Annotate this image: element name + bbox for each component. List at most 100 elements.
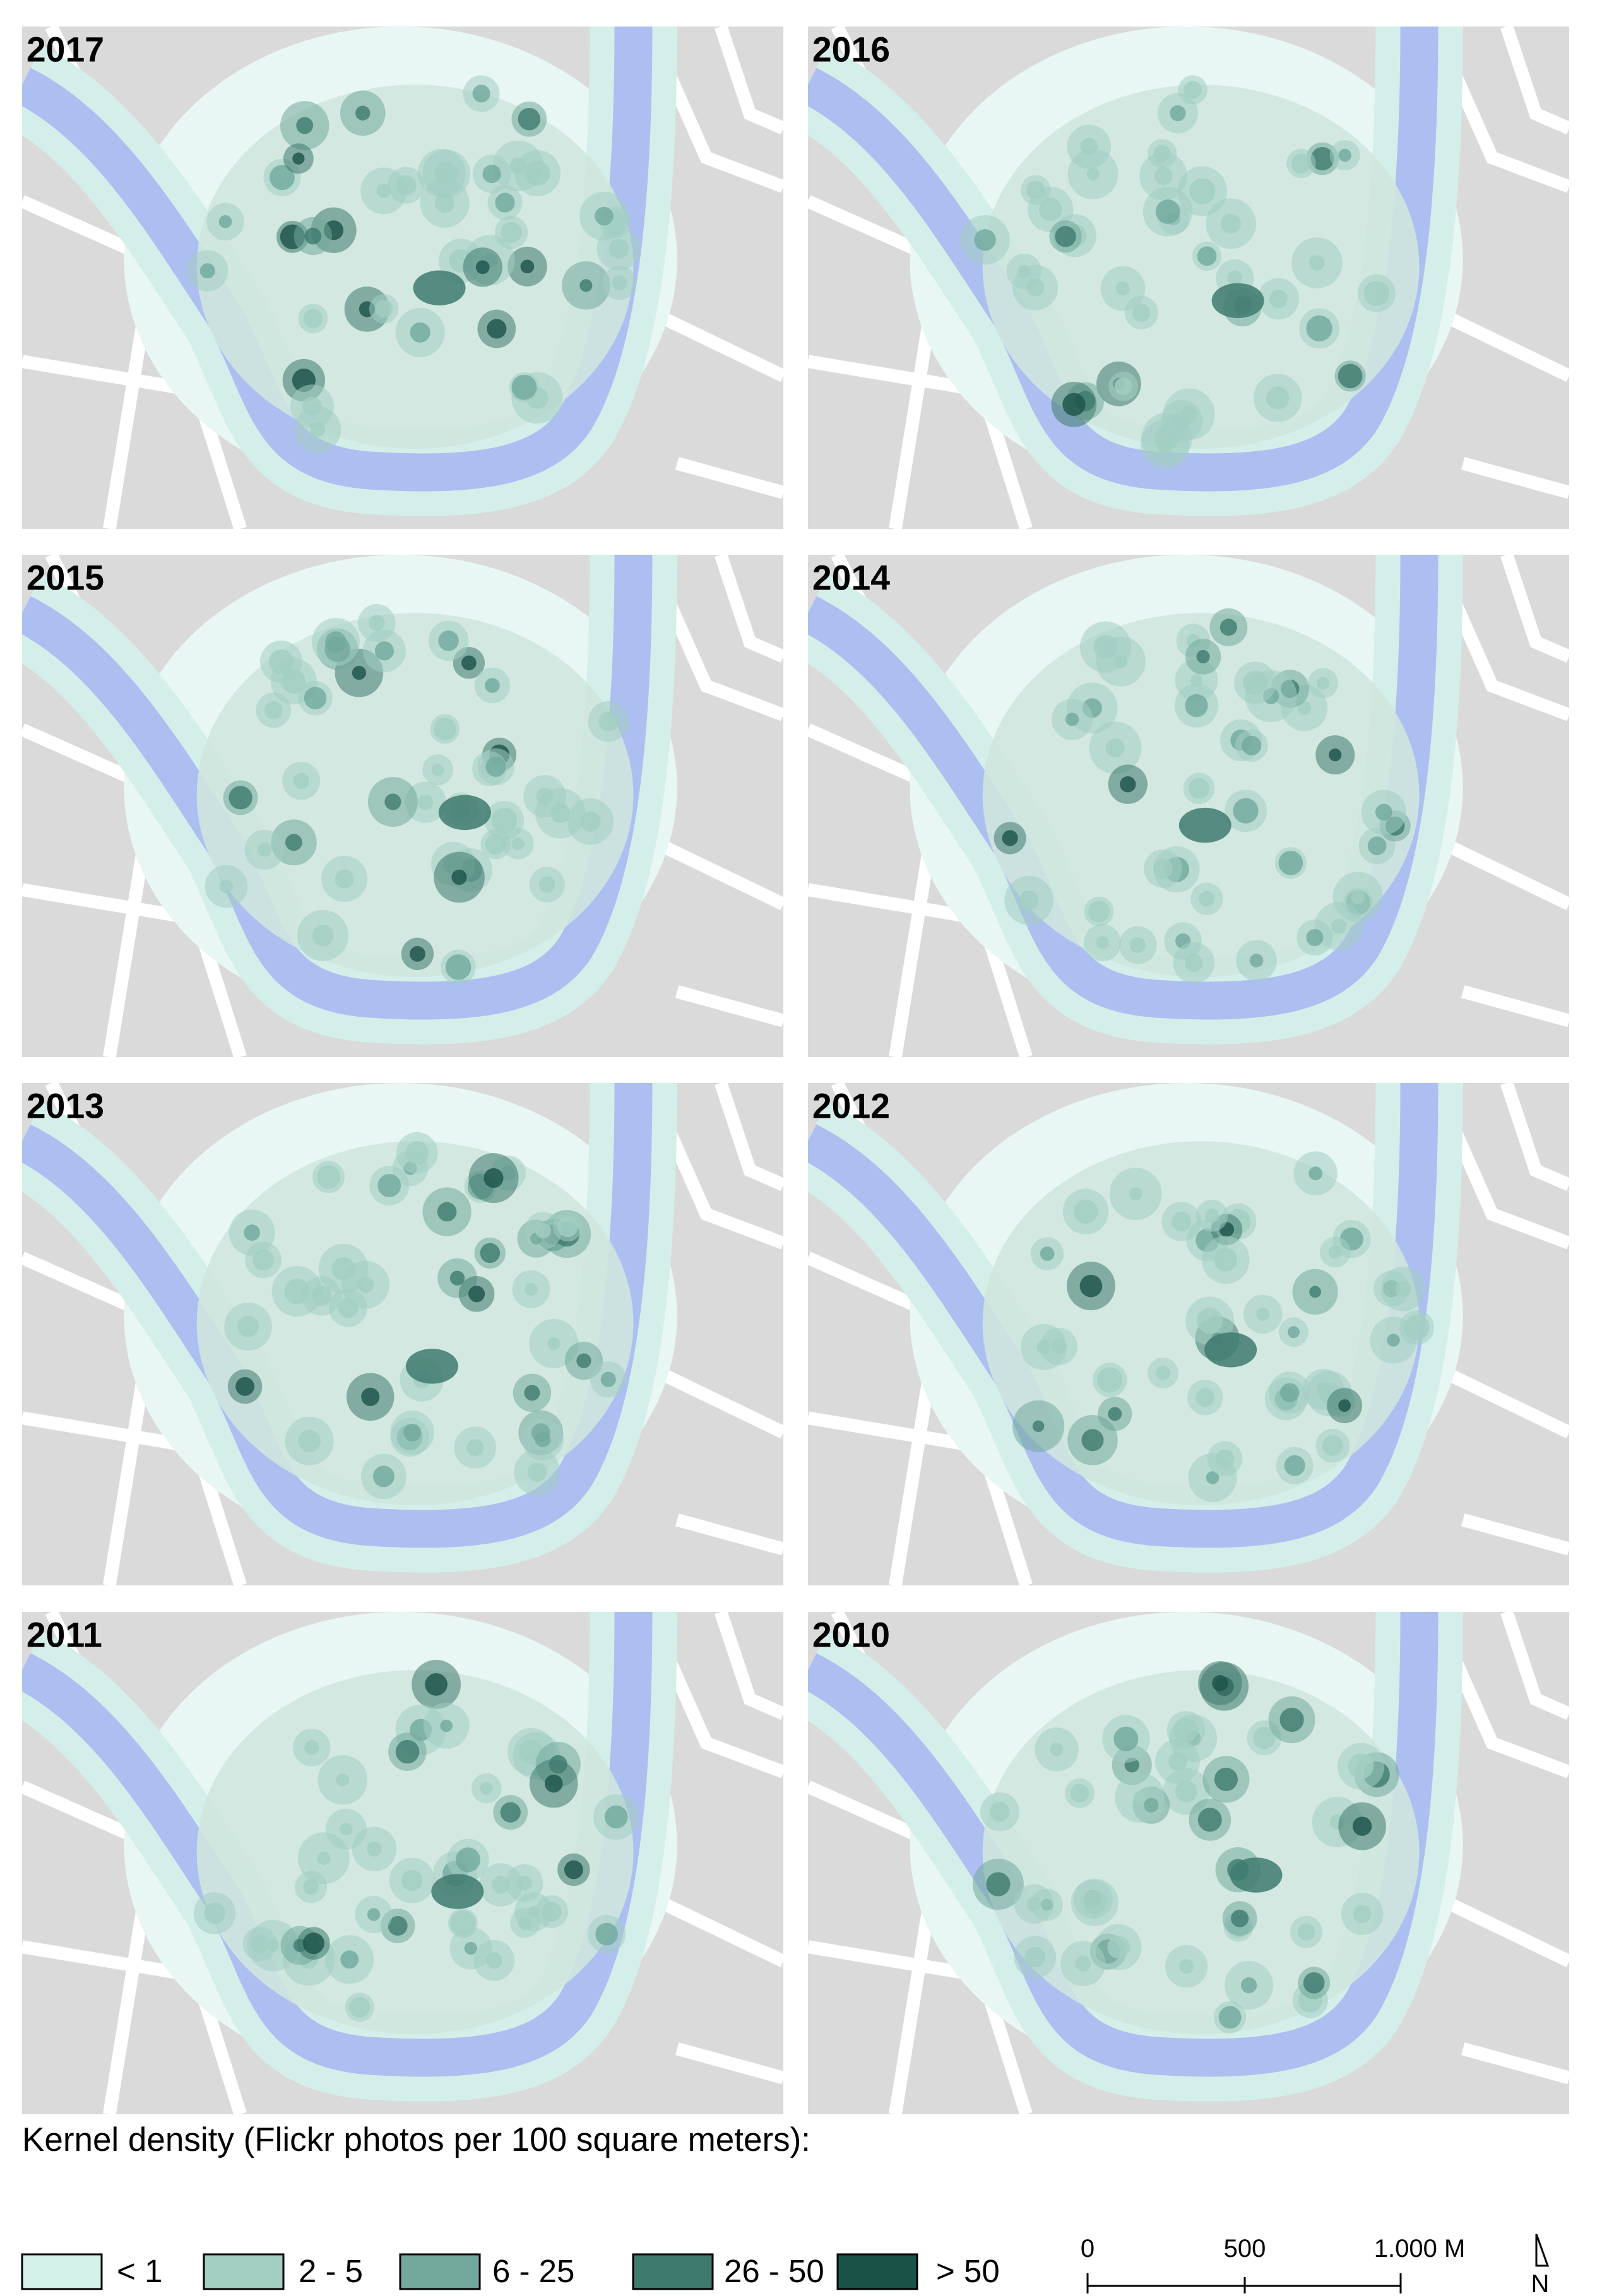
density-spot bbox=[1107, 1936, 1130, 1959]
density-spot bbox=[1026, 1897, 1041, 1912]
road bbox=[660, 840, 783, 911]
density-spot bbox=[1308, 1166, 1323, 1181]
density-spot bbox=[538, 876, 555, 893]
density-spot bbox=[576, 1353, 591, 1368]
density-spot bbox=[410, 322, 430, 343]
density-spot bbox=[296, 117, 314, 134]
map-panel: 2012 bbox=[808, 1083, 1569, 1585]
density-spot bbox=[1221, 213, 1241, 234]
panel-year: 2016 bbox=[812, 30, 890, 69]
road bbox=[675, 457, 783, 499]
density-spot bbox=[1331, 918, 1346, 934]
density-spot bbox=[485, 756, 506, 778]
legend: Kernel density (Flickr photos per 100 sq… bbox=[21, 2121, 1550, 2296]
density-spot bbox=[527, 1462, 547, 1482]
density-spot bbox=[1036, 1340, 1051, 1354]
density-spot bbox=[500, 1802, 521, 1823]
road bbox=[660, 1897, 783, 1968]
density-spot bbox=[1212, 1675, 1228, 1691]
density-spot bbox=[340, 1950, 359, 1969]
density-spot bbox=[564, 1860, 583, 1879]
density-spot bbox=[544, 1774, 563, 1793]
density-spot bbox=[1197, 1808, 1222, 1832]
density-spot bbox=[511, 374, 537, 400]
density-spot bbox=[1032, 1420, 1045, 1433]
density-spot bbox=[1075, 1955, 1091, 1972]
density-spot bbox=[547, 1337, 561, 1350]
density-spot bbox=[1322, 1435, 1343, 1457]
density-spot bbox=[1156, 435, 1174, 453]
legend-swatch bbox=[632, 2253, 714, 2290]
road bbox=[1500, 1083, 1569, 1192]
density-spot bbox=[367, 1841, 382, 1857]
legend-swatch bbox=[203, 2253, 285, 2290]
density-spot bbox=[292, 152, 305, 165]
density-spot bbox=[267, 1939, 280, 1952]
density-spot bbox=[1197, 246, 1217, 266]
density-spot bbox=[325, 631, 347, 653]
road bbox=[1461, 2042, 1569, 2085]
density-spot bbox=[284, 1278, 310, 1305]
density-spot bbox=[1328, 1245, 1343, 1259]
density-spot bbox=[608, 239, 629, 259]
density-spot bbox=[268, 649, 294, 675]
density-spot bbox=[535, 1222, 551, 1239]
density-peak bbox=[1230, 1857, 1283, 1893]
scale-bar bbox=[1086, 2273, 1402, 2293]
density-spot bbox=[1184, 81, 1202, 99]
density-spot bbox=[1116, 281, 1130, 296]
road bbox=[1500, 27, 1569, 135]
density-spot bbox=[1316, 677, 1330, 690]
density-spot bbox=[1219, 618, 1237, 636]
road bbox=[1461, 457, 1569, 499]
density-spot bbox=[372, 1465, 395, 1488]
density-spot bbox=[449, 1270, 465, 1286]
density-spot bbox=[436, 167, 448, 179]
scale-label: 1.000 M bbox=[1374, 2235, 1466, 2263]
density-spot bbox=[1185, 694, 1208, 718]
density-spot bbox=[1189, 778, 1210, 799]
density-spot bbox=[1130, 937, 1146, 954]
road bbox=[1445, 1897, 1569, 1968]
density-spot bbox=[377, 1174, 401, 1197]
density-spot bbox=[285, 834, 302, 851]
density-spot bbox=[1306, 928, 1324, 947]
density-spot bbox=[501, 222, 522, 243]
legend-label: 26 - 50 bbox=[724, 2253, 824, 2289]
road bbox=[1445, 1368, 1569, 1439]
scale-label: 500 bbox=[1224, 2235, 1266, 2263]
density-spot bbox=[1348, 1753, 1374, 1779]
north-arrow bbox=[1535, 2234, 1550, 2267]
density-spot bbox=[518, 107, 541, 131]
density-spot bbox=[525, 1282, 538, 1296]
density-spot bbox=[1199, 891, 1215, 907]
density-spot bbox=[1266, 386, 1290, 410]
density-spot bbox=[468, 1286, 485, 1303]
density-spot bbox=[1242, 735, 1262, 755]
density-spot bbox=[369, 615, 385, 631]
density-spot bbox=[1170, 105, 1186, 122]
density-spot bbox=[1108, 1407, 1122, 1421]
legend-swatch bbox=[836, 2253, 918, 2290]
density-spot bbox=[1404, 1315, 1430, 1340]
density-spot bbox=[437, 1202, 457, 1222]
density-peak bbox=[1178, 807, 1231, 843]
map-panel: 2017 bbox=[22, 27, 783, 529]
density-spot bbox=[244, 1224, 261, 1241]
density-spot bbox=[1256, 1307, 1270, 1321]
density-spot bbox=[1062, 393, 1086, 416]
density-spot bbox=[1097, 1367, 1123, 1393]
density-spot bbox=[1174, 1718, 1198, 1743]
density-spot bbox=[472, 85, 490, 103]
density-spot bbox=[1227, 271, 1243, 286]
density-spot bbox=[316, 1165, 341, 1189]
density-spot bbox=[395, 1739, 420, 1764]
density-spot bbox=[1215, 1449, 1235, 1468]
density-spot bbox=[518, 1916, 532, 1930]
density-spot bbox=[1120, 776, 1136, 793]
density-spot bbox=[475, 260, 490, 275]
road bbox=[1500, 555, 1569, 663]
legend-label: < 1 bbox=[117, 2253, 162, 2289]
density-spot bbox=[492, 1876, 510, 1894]
